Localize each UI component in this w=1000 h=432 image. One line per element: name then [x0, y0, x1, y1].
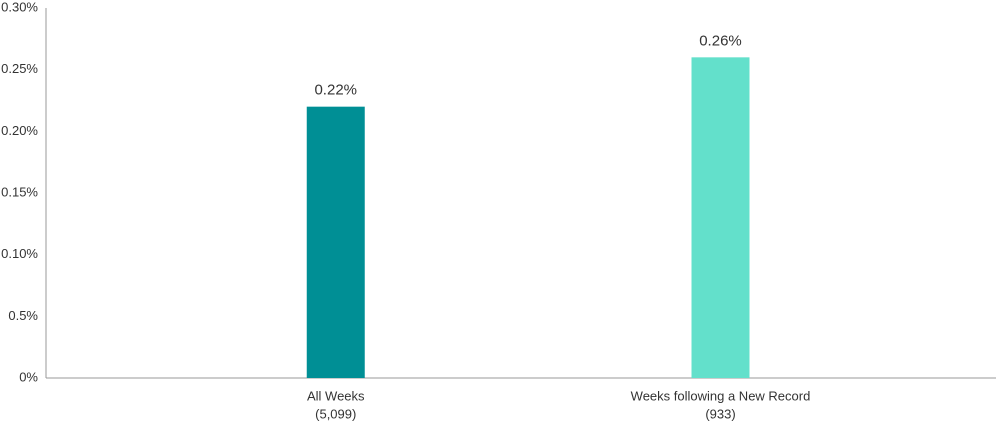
y-tick-label: 0.15%	[1, 184, 38, 199]
x-tick-label: Weeks following a New Record	[631, 388, 811, 403]
y-tick-label: 0.5%	[8, 308, 38, 323]
x-tick-label: All Weeks	[307, 388, 365, 403]
x-tick-label: (933)	[705, 406, 735, 421]
y-tick-label: 0%	[19, 369, 38, 384]
bar	[691, 57, 750, 378]
value-label: 0.22%	[314, 82, 357, 99]
y-tick-label: 0.30%	[1, 0, 38, 14]
bar	[306, 106, 365, 379]
x-tick-label: (5,099)	[315, 406, 356, 421]
value-label: 0.26%	[699, 32, 742, 49]
y-tick-label: 0.10%	[1, 246, 38, 261]
y-tick-label: 0.25%	[1, 61, 38, 76]
y-tick-label: 0.20%	[1, 123, 38, 138]
